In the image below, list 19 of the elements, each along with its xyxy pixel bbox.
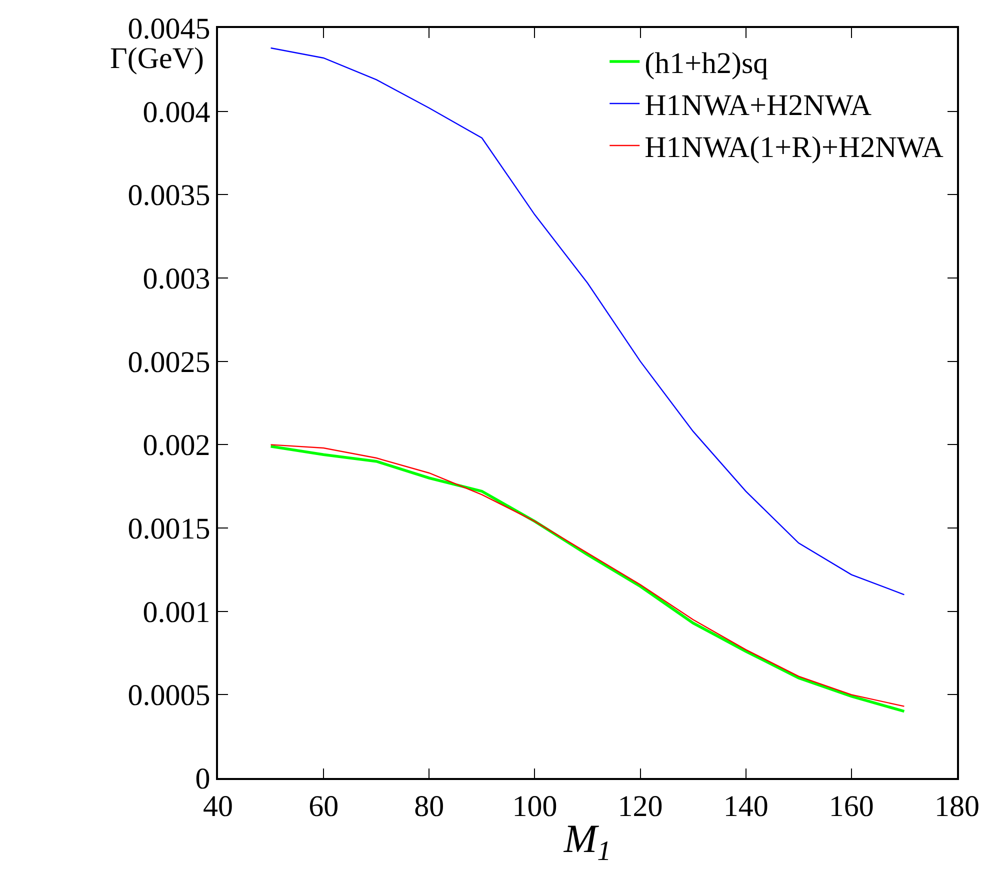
x-tick-label: 120 [618,790,663,823]
x-axis-title: M$_{1}$ [562,816,612,868]
legend-label: H1NWA+H2NWA [644,89,872,122]
y-tick-label: 0.0035 [128,179,210,212]
x-tick-label: 180 [934,790,980,823]
y-tick-label: 0.003 [142,262,210,296]
y-tick-label: 0.0005 [128,679,210,712]
legend-label: H1NWA(1+R)+H2NWA [644,131,944,164]
x-tick-label: 160 [828,790,874,823]
y-tick-label: 0.0015 [128,512,210,546]
legend-label: (h1+h2)sq [644,47,768,80]
x-tick-label: 60 [308,790,339,823]
x-tick-label: 100 [512,790,558,823]
y-tick-label: 0.0025 [128,346,210,379]
y-tick-label: 0.001 [142,596,210,629]
x-tick-label: 140 [723,790,768,823]
y-tick-label: 0.004 [142,96,210,129]
x-tick-label: 80 [414,790,444,823]
y-tick-label: 0.002 [142,429,210,462]
